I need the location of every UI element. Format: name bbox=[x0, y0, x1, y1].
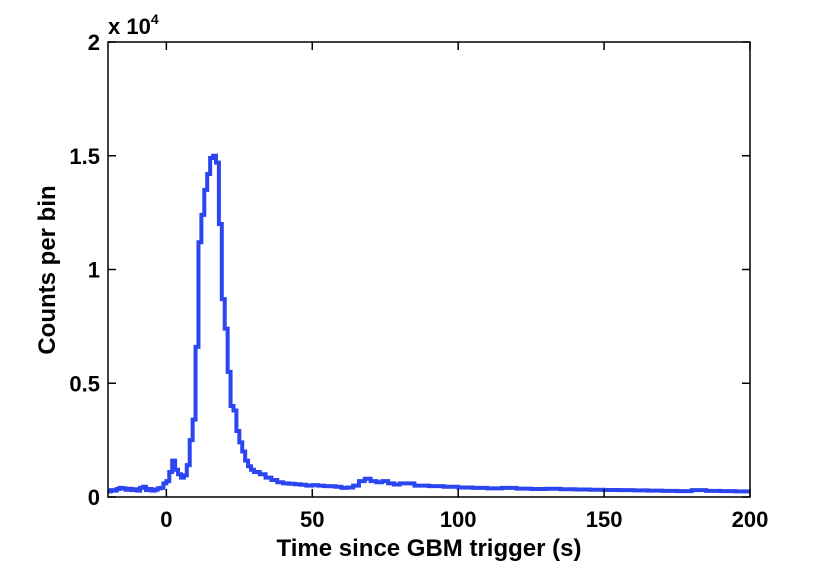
y-axis-label: Counts per bin bbox=[34, 185, 61, 354]
y-axis-ticks: 0 0.5 1 1.5 2 bbox=[69, 30, 750, 510]
plot-area bbox=[108, 42, 750, 497]
x-tick-label: 200 bbox=[732, 507, 769, 532]
y-tick-label: 0 bbox=[88, 485, 100, 510]
y-tick-label: 1.5 bbox=[69, 144, 100, 169]
x-axis-ticks: 0 50 100 150 200 bbox=[160, 42, 768, 532]
y-tick-label: 2 bbox=[88, 30, 100, 55]
x-axis-label: Time since GBM trigger (s) bbox=[277, 535, 582, 562]
x-tick-label: 50 bbox=[300, 507, 324, 532]
x-tick-label: 100 bbox=[440, 507, 477, 532]
y-tick-label: 1 bbox=[88, 258, 100, 283]
y-tick-label: 0.5 bbox=[69, 371, 100, 396]
x-tick-label: 150 bbox=[586, 507, 623, 532]
y-axis-multiplier: x 104 bbox=[108, 11, 159, 39]
x-tick-label: 0 bbox=[160, 507, 172, 532]
series-line bbox=[108, 153, 750, 494]
